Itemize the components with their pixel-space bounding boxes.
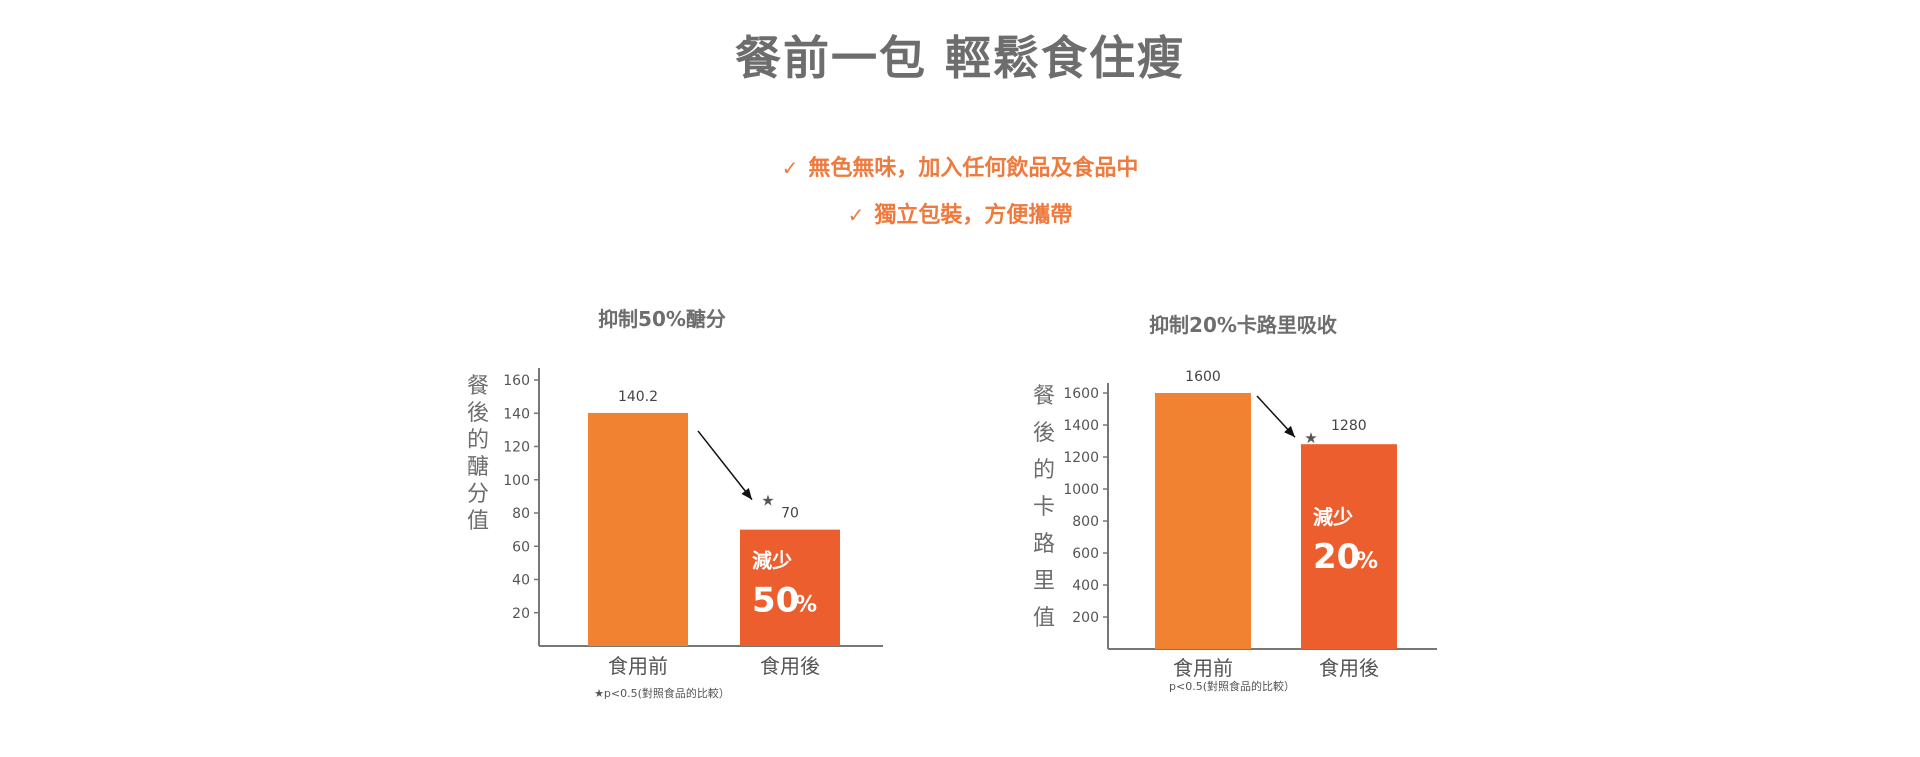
- category-label: 食用後: [1319, 656, 1379, 680]
- footnote: ★p<0.5(對照食品的比較）: [594, 686, 730, 700]
- chart-title: 抑制50%醣分: [598, 307, 726, 331]
- category-label: 食用前: [608, 654, 668, 678]
- y-tick-label: 100: [503, 473, 530, 489]
- y-axis-label-char: 餐: [1033, 384, 1055, 409]
- y-tick-label: 160: [503, 373, 530, 389]
- bar-after: [1301, 444, 1397, 649]
- category-label: 食用前: [1173, 656, 1233, 680]
- feature-text: 無色無味，加入任何飲品及食品中: [808, 156, 1139, 181]
- reduction-percent: %: [1356, 549, 1378, 574]
- feature-bullet: ✓ 獨立包裝，方便攜帶: [0, 197, 1920, 229]
- y-axis-label-char: 後: [1033, 421, 1055, 446]
- y-axis-label-char: 值: [1033, 606, 1055, 631]
- category-label: 食用後: [760, 654, 820, 678]
- star-icon: ★: [761, 492, 774, 510]
- y-tick-label: 1000: [1063, 482, 1099, 498]
- y-axis-label-char: 分: [467, 482, 489, 507]
- value-label: 70: [781, 506, 799, 522]
- y-tick-label: 600: [1072, 546, 1099, 562]
- reduction-value: 20: [1313, 537, 1360, 577]
- value-label: 140.2: [618, 389, 658, 405]
- footnote: p<0.5(對照食品的比較）: [1169, 679, 1295, 693]
- y-tick-label: 60: [512, 539, 530, 555]
- y-axis-label-char: 路: [1033, 532, 1055, 557]
- y-axis-label-char: 里: [1033, 569, 1055, 594]
- y-axis-label-char: 醣: [467, 455, 489, 480]
- star-icon: ★: [1304, 429, 1317, 447]
- arrow-head-icon: [1284, 425, 1295, 438]
- bar-before: [1155, 393, 1251, 649]
- value-label: 1600: [1185, 369, 1221, 385]
- y-axis-label-char: 卡: [1033, 495, 1055, 520]
- y-axis-label-char: 後: [467, 401, 489, 426]
- reduction-label: 減少: [752, 549, 792, 573]
- y-axis-label-char: 餐: [467, 374, 489, 399]
- y-tick-label: 20: [512, 606, 530, 622]
- y-tick-label: 80: [512, 506, 530, 522]
- y-tick-label: 1400: [1063, 418, 1099, 434]
- feature-bullet: ✓ 無色無味，加入任何飲品及食品中: [0, 150, 1920, 182]
- y-tick-label: 200: [1072, 610, 1099, 626]
- arrow-head-icon: [741, 488, 752, 500]
- check-icon: ✓: [781, 156, 799, 180]
- bar-after: [740, 529, 840, 646]
- y-tick-label: 40: [512, 573, 530, 589]
- reduction-percent: %: [795, 593, 817, 618]
- feature-text: 獨立包裝，方便攜帶: [874, 203, 1073, 228]
- reduction-label: 減少: [1313, 505, 1353, 529]
- y-tick-label: 140: [503, 406, 530, 422]
- y-axis-label-char: 的: [467, 428, 489, 453]
- page-title: 餐前一包 輕鬆食住瘦: [734, 31, 1185, 85]
- reduction-value: 50: [752, 581, 799, 621]
- y-tick-label: 1600: [1063, 386, 1099, 402]
- y-tick-label: 400: [1072, 578, 1099, 594]
- y-axis-label-char: 值: [467, 509, 489, 534]
- y-axis-label-char: 的: [1033, 458, 1055, 483]
- value-label: 1280: [1331, 418, 1367, 434]
- chart-title: 抑制20%卡路里吸收: [1149, 313, 1337, 337]
- y-tick-label: 120: [503, 440, 530, 456]
- check-icon: ✓: [847, 203, 865, 227]
- y-tick-label: 1200: [1063, 450, 1099, 466]
- arrow-line: [697, 430, 753, 501]
- y-tick-label: 800: [1072, 514, 1099, 530]
- bar-before: [588, 412, 688, 646]
